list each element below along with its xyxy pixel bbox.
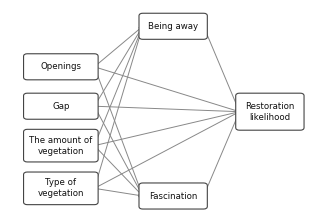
FancyBboxPatch shape [24,172,98,205]
Text: Type of
vegetation: Type of vegetation [37,178,84,198]
Text: Openings: Openings [40,62,81,71]
FancyBboxPatch shape [24,129,98,162]
FancyBboxPatch shape [24,54,98,80]
FancyBboxPatch shape [139,13,207,39]
Text: The amount of
vegetation: The amount of vegetation [29,136,92,156]
FancyBboxPatch shape [24,93,98,119]
FancyBboxPatch shape [236,93,304,130]
Text: Fascination: Fascination [149,191,197,201]
Text: Restoration
likelihood: Restoration likelihood [245,102,295,122]
Text: Being away: Being away [148,22,198,31]
FancyBboxPatch shape [139,183,207,209]
Text: Gap: Gap [52,102,70,111]
